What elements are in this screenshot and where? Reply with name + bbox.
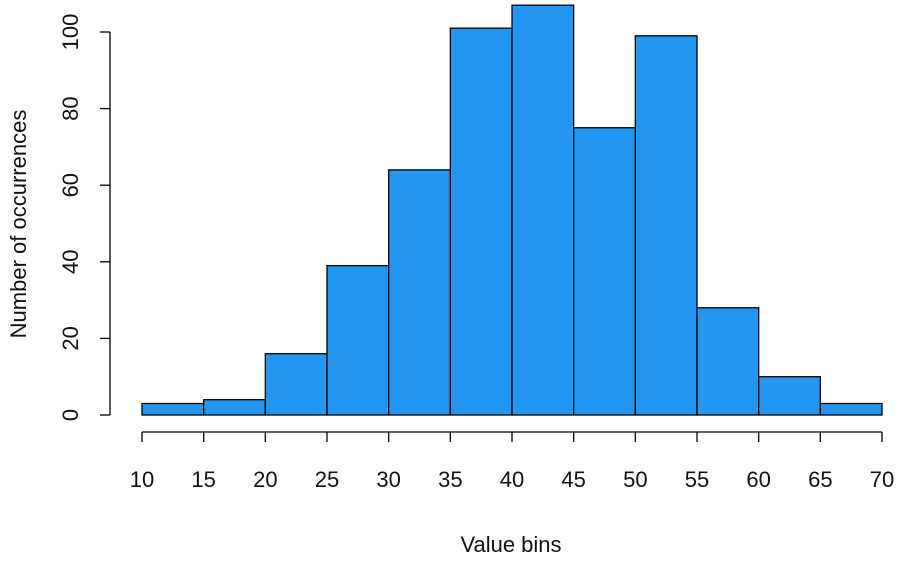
histogram-bar-15-20 <box>203 399 266 416</box>
x-tick-label: 35 <box>438 467 462 492</box>
bars-group <box>141 4 883 416</box>
x-tick-label: 15 <box>191 467 215 492</box>
x-tick-label: 55 <box>685 467 709 492</box>
x-tick-label: 20 <box>253 467 277 492</box>
y-tick-label: 80 <box>58 96 83 120</box>
x-tick-label: 25 <box>315 467 339 492</box>
y-tick-label: 60 <box>58 173 83 197</box>
histogram-bar-50-55 <box>634 35 698 416</box>
histogram-bar-35-40 <box>449 27 513 416</box>
y-tick-label: 0 <box>58 409 83 421</box>
histogram-bar-60-65 <box>758 376 821 416</box>
x-tick-label: 45 <box>561 467 585 492</box>
histogram-bar-10-15 <box>141 402 205 416</box>
histogram-bar-65-70 <box>819 402 883 416</box>
histogram-bar-25-30 <box>326 264 390 416</box>
x-tick-label: 65 <box>808 467 832 492</box>
histogram-bar-40-45 <box>511 4 575 416</box>
y-tick-label: 100 <box>58 14 83 51</box>
x-axis: 10 15 20 25 30 35 40 45 50 55 60 65 70 <box>130 431 894 492</box>
histogram-bar-45-50 <box>573 127 636 416</box>
y-axis: 0 20 40 60 80 100 <box>58 14 111 421</box>
y-tick-label: 20 <box>58 326 83 350</box>
x-tick-label: 40 <box>500 467 524 492</box>
histogram-bar-30-35 <box>388 169 451 416</box>
y-axis-label: Number of occurrences <box>6 110 31 339</box>
x-tick-label: 10 <box>130 467 154 492</box>
histogram-bar-55-60 <box>696 307 760 416</box>
x-axis-label: Value bins <box>460 532 561 557</box>
y-tick-label: 40 <box>58 250 83 274</box>
histogram-bar-20-25 <box>264 353 328 416</box>
x-tick-label: 30 <box>376 467 400 492</box>
x-tick-label: 50 <box>623 467 647 492</box>
x-tick-label: 60 <box>746 467 770 492</box>
x-tick-label: 70 <box>870 467 894 492</box>
